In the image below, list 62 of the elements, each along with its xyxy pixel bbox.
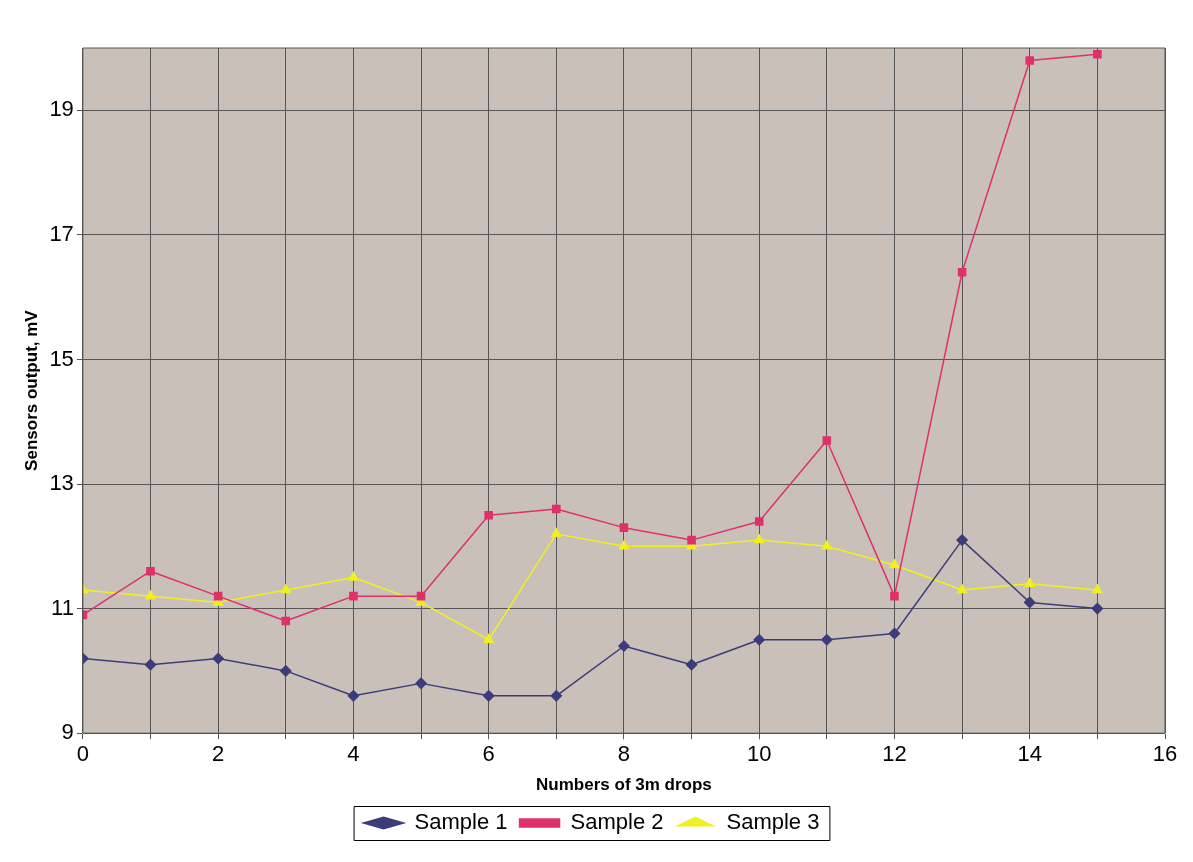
y-tick-label: 13 [49, 470, 74, 496]
point [957, 584, 968, 594]
x-tick-label: 0 [76, 741, 89, 767]
point [212, 652, 224, 665]
point [551, 528, 562, 538]
y-tick-label: 15 [49, 345, 74, 371]
y-tick-label: 9 [61, 719, 74, 745]
point [889, 559, 900, 569]
point [280, 584, 291, 594]
point [618, 540, 630, 550]
point [618, 640, 630, 652]
point [1023, 596, 1036, 609]
point [888, 627, 901, 640]
point [146, 566, 155, 576]
point [619, 523, 629, 532]
point [1025, 56, 1035, 65]
point [822, 436, 832, 445]
y-tick-label: 11 [51, 594, 74, 620]
x-tick-label: 16 [1152, 741, 1178, 767]
point [1091, 602, 1104, 615]
point [754, 517, 764, 526]
point [416, 591, 426, 601]
point [213, 591, 223, 601]
point [687, 535, 696, 545]
x-tick-label: 2 [212, 741, 225, 767]
point [552, 504, 561, 514]
x-tick-label: 4 [347, 741, 360, 767]
x-tick-label: 14 [1017, 741, 1042, 767]
point [1024, 577, 1035, 587]
x-axis-title: Numbers of 3m drops [536, 775, 712, 795]
point [957, 267, 967, 277]
point [685, 658, 698, 671]
point [890, 591, 899, 601]
point [348, 571, 359, 581]
legend-label: Sample 2 [570, 809, 664, 835]
y-axis-title: Sensors output, mV [21, 309, 41, 471]
point [1093, 49, 1102, 59]
point [956, 534, 968, 546]
point [280, 665, 292, 677]
point [145, 590, 156, 600]
point [281, 616, 291, 626]
y-tick-label: 19 [49, 96, 74, 122]
point [144, 658, 157, 671]
x-tick-label: 10 [746, 741, 772, 767]
point [349, 591, 358, 601]
point [754, 534, 765, 544]
point [483, 634, 494, 644]
point [482, 690, 495, 702]
point [821, 634, 833, 646]
point [1092, 584, 1103, 594]
x-tick-label: 8 [617, 741, 631, 767]
point [550, 690, 563, 702]
legend-label: Sample 1 [414, 809, 508, 835]
point [415, 677, 427, 690]
point [753, 634, 765, 646]
y-tick-label: 17 [49, 220, 74, 246]
point [821, 540, 832, 550]
point [484, 510, 493, 520]
point [347, 690, 360, 702]
x-tick-label: 6 [482, 741, 495, 767]
legend-label: Sample 3 [726, 809, 820, 835]
x-tick-label: 12 [882, 741, 907, 767]
